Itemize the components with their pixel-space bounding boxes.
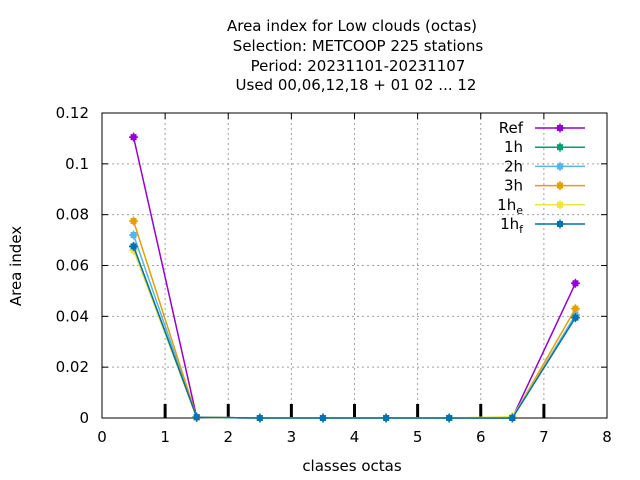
data-point	[570, 278, 580, 288]
legend-entry: Ref	[499, 119, 585, 137]
data-point	[444, 413, 454, 423]
data-point	[129, 241, 139, 251]
legend-marker	[555, 219, 565, 229]
series-line	[132, 246, 577, 419]
y-tick-label: 0.04	[56, 307, 89, 325]
y-tick-label: 0	[79, 409, 89, 427]
title-line-2: Selection: METCOOP 225 stations	[233, 37, 484, 55]
x-tick-label: 8	[602, 428, 612, 446]
legend-entry: 1h	[504, 138, 585, 156]
x-tick-label: 0	[97, 428, 107, 446]
data-point	[255, 413, 265, 423]
y-tick-label: 0.06	[56, 257, 89, 275]
y-tick-label: 0.1	[65, 155, 89, 173]
x-tick-label: 2	[223, 428, 233, 446]
legend-entry: 3h	[504, 177, 585, 195]
legend-marker	[555, 161, 565, 171]
series-line	[132, 234, 577, 419]
y-tick-label: 0.08	[56, 206, 89, 224]
x-axis-title: classes octas	[302, 457, 402, 475]
data-point	[507, 413, 517, 423]
title-line-1: Area index for Low clouds (octas)	[227, 17, 477, 35]
legend-label: 1hf	[500, 215, 524, 236]
x-tick-label: 1	[160, 428, 170, 446]
y-tick-label: 0.12	[56, 104, 89, 122]
chart-title: Area index for Low clouds (octas) Select…	[227, 17, 483, 94]
data-point	[129, 132, 139, 142]
legend-label: 1he	[497, 196, 523, 217]
legend-label: 2h	[504, 157, 523, 175]
legend-marker	[555, 200, 565, 210]
x-tick-label: 3	[287, 428, 297, 446]
y-tick-label: 0.02	[56, 358, 89, 376]
legend-entry: 1he	[497, 196, 585, 217]
data-point	[129, 230, 139, 240]
data-point	[129, 216, 139, 226]
legend-label: 3h	[504, 177, 523, 195]
data-point	[570, 313, 580, 323]
x-tick-label: 6	[476, 428, 486, 446]
series-lines	[129, 132, 580, 423]
title-line-4: Used 00,06,12,18 + 01 02 ... 12	[236, 76, 477, 94]
data-point	[570, 304, 580, 314]
y-axis-title: Area index	[7, 226, 25, 306]
data-point	[192, 412, 202, 422]
x-tick-label: 5	[413, 428, 423, 446]
x-tick-label: 4	[350, 428, 360, 446]
legend-label: Ref	[499, 119, 524, 137]
data-point	[381, 413, 391, 423]
legend-entry: 2h	[504, 157, 585, 175]
ticks: 0 1 2 3 4 5 6 7 8 0 0.02 0.04 0.06 0.08 0.1 0.12	[56, 104, 612, 446]
series-line	[132, 246, 577, 419]
series-5	[129, 241, 580, 423]
legend-marker	[555, 123, 565, 133]
legend-marker	[555, 142, 565, 152]
legend-marker	[555, 181, 565, 191]
legend-entry: 1hf	[500, 215, 585, 236]
x-tick-label: 7	[539, 428, 549, 446]
data-point	[318, 413, 328, 423]
grid	[102, 113, 607, 418]
legend-label: 1h	[504, 138, 523, 156]
title-line-3: Period: 20231101-20231107	[251, 57, 466, 75]
